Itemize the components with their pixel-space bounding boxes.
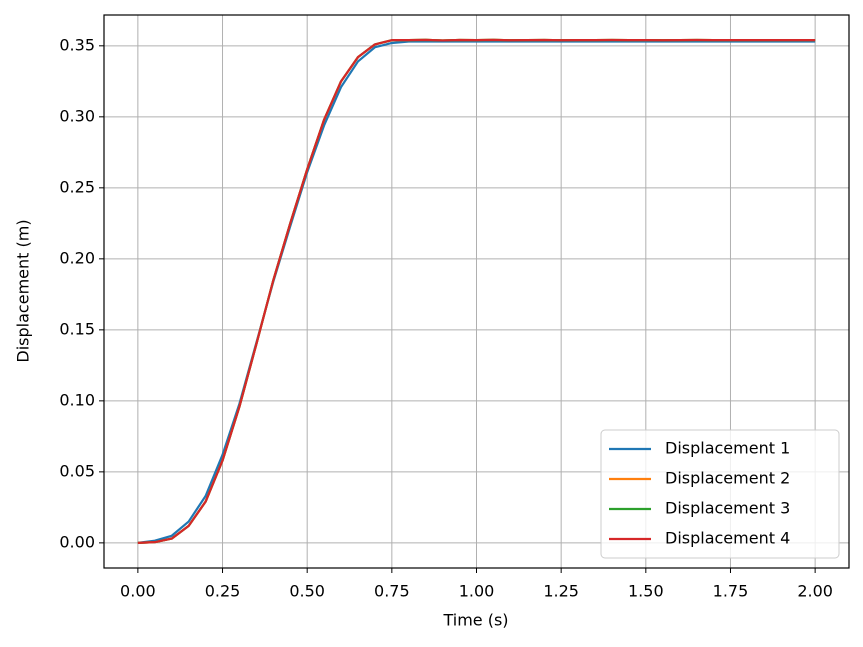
x-tick-label: 2.00 bbox=[797, 582, 833, 601]
y-tick-label: 0.35 bbox=[59, 35, 95, 54]
y-tick-label: 0.20 bbox=[59, 248, 95, 267]
legend: Displacement 1 Displacement 2 Displacement… bbox=[600, 429, 840, 559]
y-tick-label: 0.10 bbox=[59, 390, 95, 409]
y-tick-label: 0.00 bbox=[59, 532, 95, 551]
y-tick-label: 0.30 bbox=[59, 106, 95, 125]
x-axis-label: Time (s) bbox=[442, 611, 508, 630]
legend-label: Displacement 4 bbox=[665, 529, 790, 548]
plot-frame bbox=[103, 14, 850, 569]
legend-label: Displacement 3 bbox=[665, 499, 790, 518]
legend-label: Displacement 1 bbox=[665, 439, 790, 458]
data-line bbox=[137, 38, 816, 544]
x-tick-label: 0.25 bbox=[205, 582, 241, 601]
x-tick-label: 0.00 bbox=[120, 582, 156, 601]
legend-label: Displacement 2 bbox=[665, 469, 790, 488]
x-tick-label: 1.50 bbox=[628, 582, 664, 601]
x-tick-label: 0.75 bbox=[374, 582, 410, 601]
y-tick-label: 0.15 bbox=[59, 319, 95, 338]
x-tick-label: 1.75 bbox=[713, 582, 749, 601]
x-tick-label: 0.50 bbox=[289, 582, 325, 601]
x-tick-label: 1.25 bbox=[543, 582, 579, 601]
y-tick-label: 0.25 bbox=[59, 177, 95, 196]
legend-box bbox=[600, 429, 840, 559]
x-tick-label: 1.00 bbox=[459, 582, 495, 601]
y-tick-label: 0.05 bbox=[59, 461, 95, 480]
y-axis-label: Displacement (m) bbox=[14, 219, 33, 362]
